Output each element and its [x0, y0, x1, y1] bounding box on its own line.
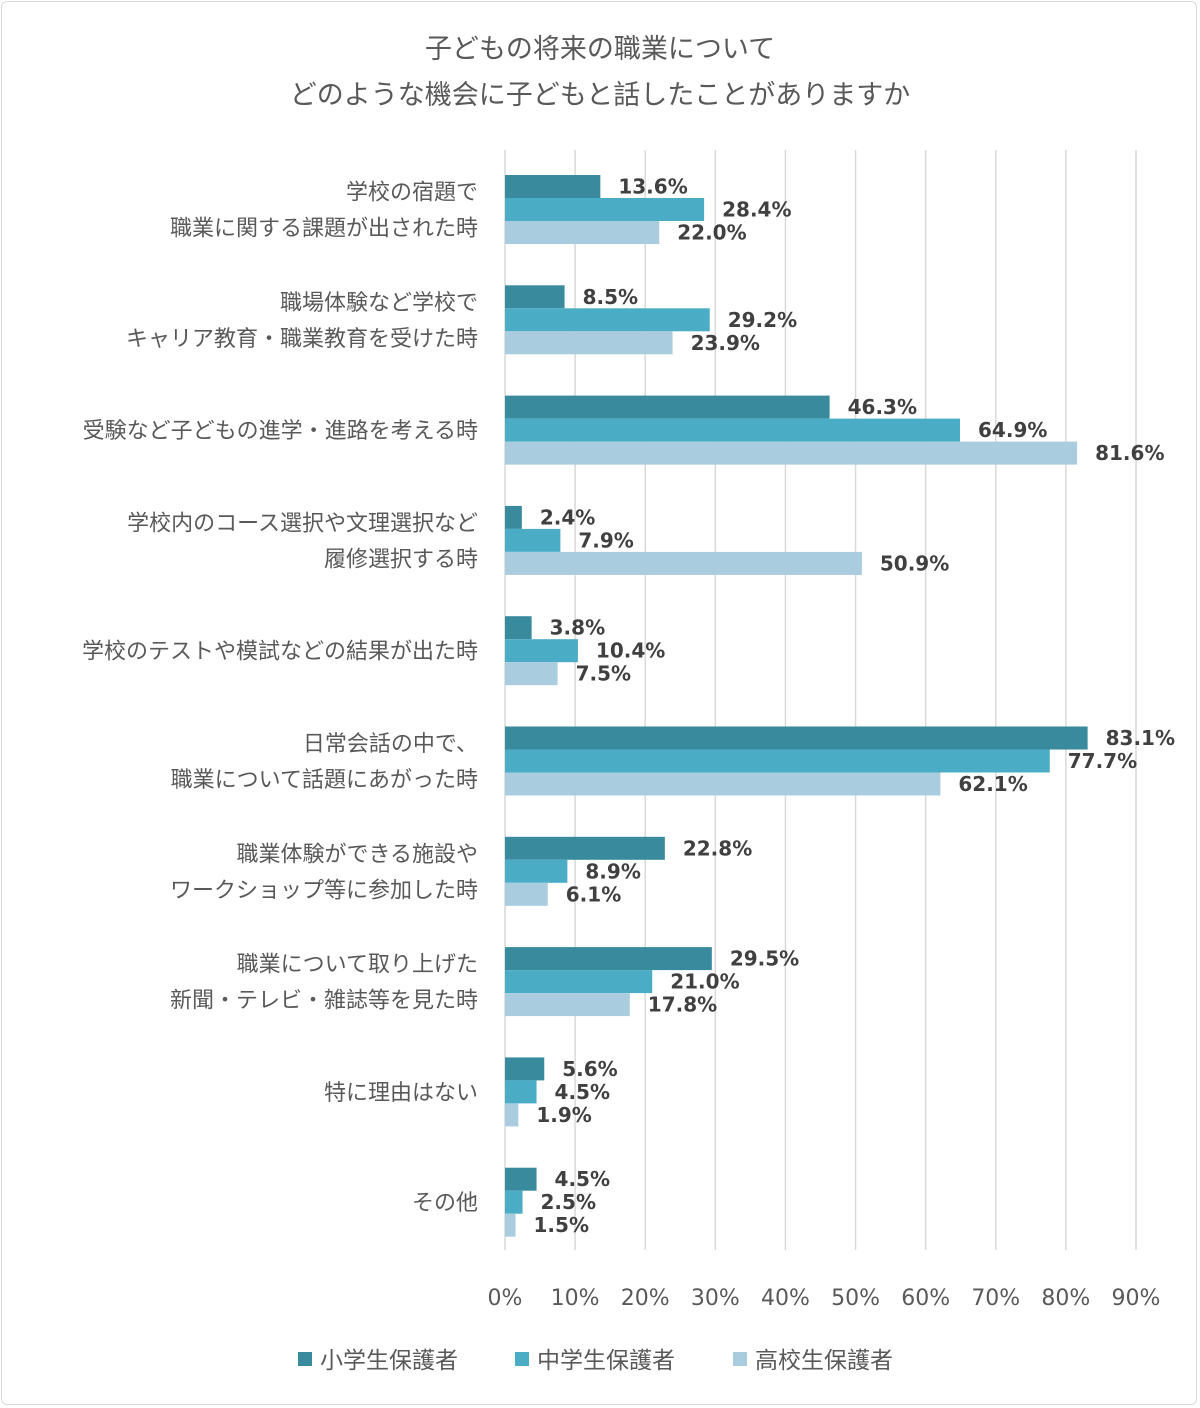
bar: [505, 749, 1050, 773]
category-label: 職業について話題にあがった時: [171, 768, 478, 793]
x-tick-label: 30%: [691, 1286, 740, 1311]
bar: [505, 772, 941, 796]
data-label: 5.6%: [562, 1057, 617, 1081]
data-label: 17.8%: [648, 993, 717, 1017]
data-label: 22.8%: [683, 836, 752, 860]
category-label: 新聞・テレビ・雑誌等を見た時: [170, 989, 478, 1014]
category-label: 職業体験ができる施設や: [236, 842, 478, 867]
data-label: 46.3%: [848, 395, 917, 419]
data-label: 8.5%: [583, 285, 638, 309]
bar: [505, 859, 568, 883]
category-label: 職場体験など学校で: [280, 291, 478, 316]
category-label: 特に理由はない: [324, 1081, 478, 1106]
data-label: 29.5%: [730, 947, 799, 971]
data-label: 1.9%: [536, 1103, 591, 1127]
category-label: 学校内のコース選択や文理選択など: [127, 511, 478, 536]
chart-title: 子どもの将来の職業について: [425, 34, 775, 65]
bar: [505, 947, 712, 971]
bar: [505, 662, 558, 686]
data-label: 8.9%: [585, 859, 640, 883]
data-label: 28.4%: [722, 198, 791, 222]
x-tick-label: 60%: [901, 1286, 950, 1311]
legend-swatch: [298, 1352, 312, 1366]
legend-label: 中学生保護者: [537, 1348, 675, 1374]
bar: [505, 198, 705, 221]
category-label: 履修選択する時: [324, 547, 478, 572]
category-label: その他: [412, 1191, 478, 1216]
data-label: 2.5%: [541, 1190, 596, 1214]
bar: [505, 308, 710, 332]
bar: [505, 993, 630, 1017]
bar: [505, 616, 532, 640]
data-label: 22.0%: [677, 221, 746, 245]
bar: [505, 1167, 537, 1191]
x-tick-label: 0%: [488, 1286, 523, 1311]
x-tick-label: 40%: [761, 1286, 810, 1311]
bar: [505, 331, 673, 355]
x-tick-label: 80%: [1041, 1286, 1090, 1311]
legend-label: 高校生保護者: [755, 1348, 893, 1374]
bar: [505, 551, 862, 575]
data-label: 4.5%: [555, 1167, 610, 1191]
x-tick-label: 50%: [831, 1286, 880, 1311]
bar: [505, 175, 601, 198]
category-label: 学校の宿題で: [346, 181, 478, 206]
data-label: 64.9%: [978, 418, 1047, 442]
legend-label: 小学生保護者: [320, 1348, 458, 1374]
bar: [505, 836, 665, 860]
data-label: 83.1%: [1106, 726, 1175, 750]
data-label: 81.6%: [1095, 441, 1164, 465]
category-label: キャリア教育・職業教育を受けた時: [126, 327, 478, 352]
category-label: 職業について取り上げた: [237, 953, 478, 978]
category-label: 受験など子どもの進学・進路を考える時: [83, 419, 478, 444]
data-label: 3.8%: [550, 616, 605, 640]
data-label: 29.2%: [728, 308, 797, 332]
category-label: 職業に関する課題が出された時: [170, 217, 478, 242]
bar: [505, 882, 548, 906]
data-label: 6.1%: [566, 882, 621, 906]
bar: [505, 726, 1088, 750]
data-label: 7.5%: [576, 662, 631, 686]
bar: [505, 1080, 537, 1104]
data-label: 2.4%: [540, 505, 595, 529]
data-label: 13.6%: [618, 175, 687, 199]
data-label: 77.7%: [1068, 749, 1137, 773]
bar: [505, 441, 1078, 465]
chart-title: どのような機会に子どもと話したことがありますか: [290, 80, 910, 111]
data-label: 7.9%: [578, 528, 633, 552]
x-tick-label: 20%: [621, 1286, 670, 1311]
data-label: 4.5%: [555, 1080, 610, 1104]
data-label: 10.4%: [596, 639, 665, 663]
bar: [505, 528, 561, 552]
bar: [505, 1103, 519, 1127]
category-label: ワークショップ等に参加した時: [170, 878, 478, 903]
data-label: 23.9%: [691, 331, 760, 355]
bar: [505, 395, 830, 419]
bar: [505, 1057, 545, 1081]
category-label: 学校のテストや模試などの結果が出た時: [82, 640, 478, 665]
bar: [505, 418, 961, 442]
category-label: 日常会話の中で、: [303, 732, 478, 757]
x-tick-label: 90%: [1112, 1286, 1161, 1311]
bar: [505, 1213, 516, 1237]
bar: [505, 285, 565, 309]
bar: [505, 1190, 523, 1214]
legend-swatch: [515, 1352, 529, 1366]
data-label: 1.5%: [534, 1213, 589, 1237]
bar: [505, 221, 660, 244]
x-tick-label: 10%: [551, 1286, 600, 1311]
bar: [505, 639, 578, 663]
bar: [505, 505, 522, 529]
x-tick-label: 70%: [971, 1286, 1020, 1311]
data-label: 21.0%: [670, 970, 739, 994]
data-label: 50.9%: [880, 551, 949, 575]
legend-swatch: [733, 1352, 747, 1366]
data-label: 62.1%: [958, 772, 1027, 796]
bar: [505, 970, 653, 994]
